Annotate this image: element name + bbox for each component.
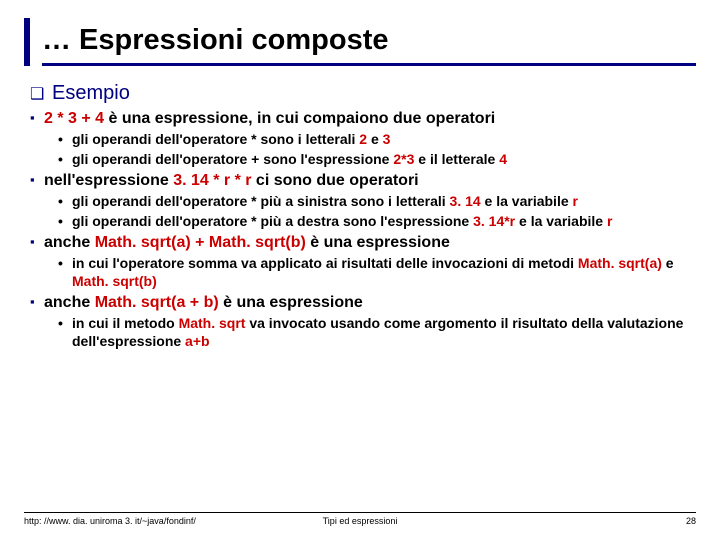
sub-bullet-item: gli operandi dell'operatore * più a sini… bbox=[30, 193, 696, 211]
expression-text: 3. 14 * r * r bbox=[173, 172, 251, 189]
expression-text: 2 * 3 + 4 bbox=[44, 110, 104, 127]
expression-text: 3 bbox=[383, 131, 391, 147]
expression-text: Math. sqrt(b) bbox=[72, 273, 157, 289]
body-text: anche bbox=[44, 294, 95, 311]
sub-bullet-item: in cui l'operatore somma va applicato ai… bbox=[30, 255, 696, 290]
body-text: e bbox=[662, 255, 674, 271]
body-text: ci sono due operatori bbox=[251, 172, 418, 189]
bullet-item: 2 * 3 + 4 è una espressione, in cui comp… bbox=[30, 109, 696, 129]
body-text: in cui l'operatore somma va applicato ai… bbox=[72, 255, 578, 271]
expression-text: 2 bbox=[359, 131, 367, 147]
expression-text: Math. sqrt(a) + Math. sqrt(b) bbox=[95, 234, 306, 251]
bullet-item: anche Math. sqrt(a) + Math. sqrt(b) è un… bbox=[30, 233, 696, 253]
body-text: gli operandi dell'operatore + sono l'esp… bbox=[72, 151, 393, 167]
body-text: anche bbox=[44, 234, 95, 251]
expression-text: a+b bbox=[185, 333, 210, 349]
footer: http: //www. dia. uniroma 3. it/~java/fo… bbox=[24, 512, 696, 526]
bullet-item: nell'espressione 3. 14 * r * r ci sono d… bbox=[30, 171, 696, 191]
expression-text: r bbox=[607, 213, 612, 229]
footer-topic: Tipi ed espressioni bbox=[323, 516, 398, 526]
body-text: gli operandi dell'operatore * più a dest… bbox=[72, 213, 473, 229]
slide: … Espressioni composte Esempio 2 * 3 + 4… bbox=[0, 0, 720, 540]
body-text: e il letterale bbox=[414, 151, 499, 167]
body-text: è una espressione bbox=[219, 294, 363, 311]
body-text: nell'espressione bbox=[44, 172, 173, 189]
expression-text: 4 bbox=[499, 151, 507, 167]
section-heading: Esempio bbox=[30, 82, 696, 105]
bullet-item: anche Math. sqrt(a + b) è una espression… bbox=[30, 293, 696, 313]
sub-bullet-item: gli operandi dell'operatore * sono i let… bbox=[30, 131, 696, 149]
expression-text: Math. sqrt(a) bbox=[578, 255, 662, 271]
content-area: Esempio 2 * 3 + 4 è una espressione, in … bbox=[24, 72, 696, 350]
expression-text: 3. 14*r bbox=[473, 213, 515, 229]
expression-text: 2*3 bbox=[393, 151, 414, 167]
body-text: è una espressione bbox=[306, 234, 450, 251]
title-wrap: … Espressioni composte bbox=[24, 18, 696, 66]
body-text: e la variabile bbox=[515, 213, 607, 229]
body-text: e la variabile bbox=[481, 193, 573, 209]
body-text: è una espressione, in cui compaiono due … bbox=[104, 110, 495, 127]
sub-bullet-item: gli operandi dell'operatore * più a dest… bbox=[30, 213, 696, 231]
expression-text: Math. sqrt(a + b) bbox=[95, 294, 219, 311]
body-text: gli operandi dell'operatore * sono i let… bbox=[72, 131, 359, 147]
slide-title: … Espressioni composte bbox=[42, 18, 696, 66]
expression-text: r bbox=[573, 193, 578, 209]
sub-bullet-item: in cui il metodo Math. sqrt va invocato … bbox=[30, 315, 696, 350]
expression-text: Math. sqrt bbox=[179, 315, 246, 331]
page-number: 28 bbox=[686, 516, 696, 526]
body-text: gli operandi dell'operatore * più a sini… bbox=[72, 193, 450, 209]
body-text: in cui il metodo bbox=[72, 315, 179, 331]
expression-text: 3. 14 bbox=[450, 193, 481, 209]
footer-url: http: //www. dia. uniroma 3. it/~java/fo… bbox=[24, 516, 196, 526]
sub-bullet-item: gli operandi dell'operatore + sono l'esp… bbox=[30, 151, 696, 169]
body-text: e bbox=[367, 131, 383, 147]
